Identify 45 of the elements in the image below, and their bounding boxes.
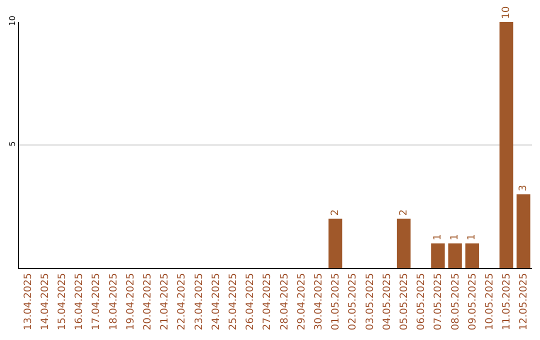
data-label: 2 bbox=[398, 209, 410, 216]
bar bbox=[465, 243, 479, 268]
x-tick-label: 09.05.2025 bbox=[467, 273, 478, 330]
x-tick-label: 01.05.2025 bbox=[330, 273, 342, 330]
x-tick-label: 05.05.2025 bbox=[399, 273, 410, 330]
x-tick-label: 07.05.2025 bbox=[433, 273, 444, 330]
y-tick-label: 5 bbox=[8, 141, 17, 146]
x-tick-label: 14.04.2025 bbox=[40, 273, 51, 330]
x-tick-label: 04.05.2025 bbox=[382, 273, 393, 330]
x-tick-label: 30.04.2025 bbox=[314, 273, 324, 330]
x-tick-label: 11.05.2025 bbox=[502, 273, 513, 330]
data-label: 2 bbox=[330, 209, 341, 216]
x-tick-label: 16.04.2025 bbox=[74, 273, 86, 330]
x-tick-label: 19.04.2025 bbox=[125, 273, 136, 330]
data-label: 1 bbox=[466, 234, 478, 240]
x-tick-label: 21.04.2025 bbox=[160, 273, 171, 330]
data-label: 3 bbox=[518, 184, 529, 192]
data-label: 1 bbox=[450, 234, 461, 240]
x-tick-label: 23.04.2025 bbox=[194, 273, 205, 330]
bar bbox=[431, 243, 445, 268]
x-tick-label: 06.05.2025 bbox=[416, 273, 428, 330]
bar bbox=[396, 218, 411, 268]
bar bbox=[448, 243, 462, 268]
bar bbox=[328, 218, 342, 268]
x-tick-label: 18.04.2025 bbox=[108, 273, 120, 330]
x-tick-label: 26.04.2025 bbox=[245, 273, 256, 330]
x-tick-label: 02.05.2025 bbox=[348, 273, 359, 330]
x-tick-label: 03.05.2025 bbox=[364, 273, 376, 330]
bar bbox=[516, 194, 530, 268]
x-tick-label: 13.04.2025 bbox=[22, 273, 34, 330]
x-tick-label: 10.05.2025 bbox=[484, 273, 496, 330]
x-tick-label: 25.04.2025 bbox=[228, 273, 239, 330]
x-tick-label: 17.04.2025 bbox=[91, 273, 102, 330]
bar bbox=[500, 22, 514, 268]
x-tick-label: 12.05.2025 bbox=[518, 273, 530, 330]
x-tick-label: 20.04.2025 bbox=[142, 273, 154, 330]
x-tick-label: 24.04.2025 bbox=[210, 273, 222, 330]
x-tick-label: 22.04.2025 bbox=[176, 273, 188, 330]
data-label: 1 bbox=[432, 234, 444, 240]
x-tick-label: 28.04.2025 bbox=[279, 273, 290, 330]
x-tick-label: 29.04.2025 bbox=[296, 273, 308, 330]
x-tick-label: 08.05.2025 bbox=[450, 273, 462, 330]
x-tick-label: 27.04.2025 bbox=[262, 273, 274, 330]
x-tick-label: 15.04.2025 bbox=[57, 273, 68, 330]
data-label: 10 bbox=[500, 6, 512, 19]
